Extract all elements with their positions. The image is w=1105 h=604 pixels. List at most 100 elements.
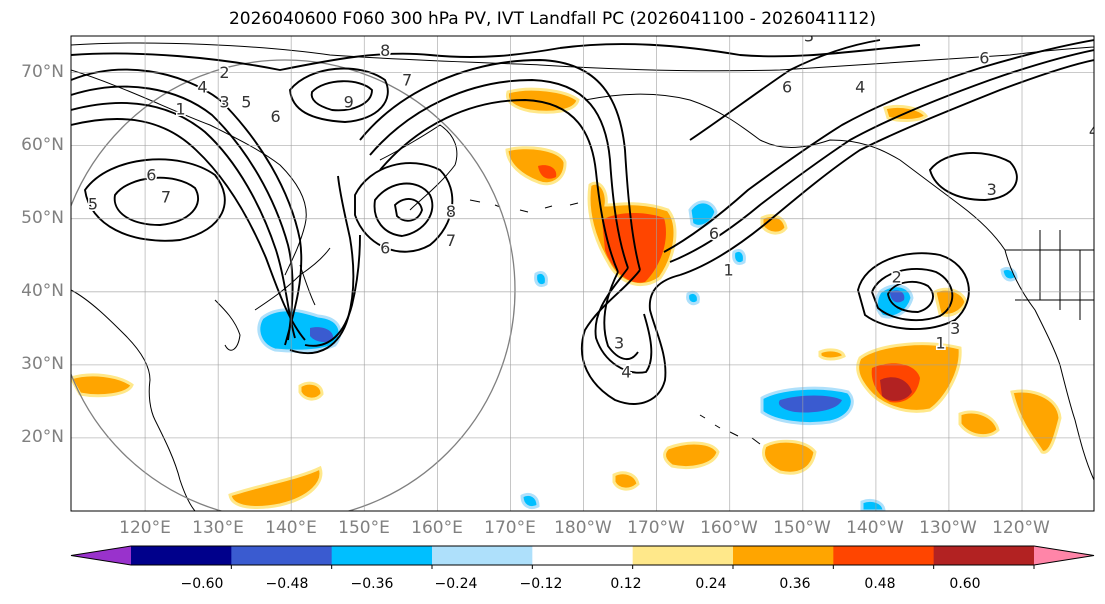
colorbar-outline [70,545,1095,566]
pv-contour-trough-west-4 [71,118,306,341]
pv-contour-label: 3 [987,180,997,199]
pv-contour-label: 3 [614,333,624,352]
pv-contour-arctic-east [559,43,921,58]
ivt-blob-hawaii-east [762,439,817,475]
pv-contour-kamchatka-low-core [393,198,423,222]
graticule [71,36,1094,511]
colorbar-bin [432,546,533,565]
map-title: 2026040600 F060 300 hPa PV, IVT Landfall… [228,9,876,29]
coast-hawaii [699,414,761,445]
ivt-neg-japan-core [310,327,334,343]
lon-label-170E: 170°E [484,518,536,538]
ivt-blob-bc [760,214,788,235]
pv-contour-label: 6 [782,78,792,97]
colorbar-bin [131,546,232,565]
pv-contour-arctic-high [289,67,389,123]
pv-contour-label: 8 [380,41,390,60]
lon-label-140W: 140°W [846,518,904,538]
pv-contour-ridge-dateline [359,59,641,271]
pv-contour-trough-west-2 [71,85,294,341]
pv-contour-ridge-dateline-2 [369,79,629,269]
pv-contour-label: 2 [219,63,229,82]
ivt-fill-layer [71,87,1062,511]
ivt-blob-small3 [612,471,640,491]
pv-contour-label: 6 [146,165,156,184]
colorbar-bin [933,546,1035,565]
lon-label-120E: 120°E [119,518,171,538]
map-frame [70,35,1095,512]
lon-label-180W: 180°W [554,518,612,538]
ivt-neg-small6 [534,270,548,288]
colorbar-tick-label: 0.24 [695,576,727,592]
pv-contour-label: 7 [161,187,171,206]
coast-kamchatka [379,124,458,211]
lon-label-160E: 160°E [411,518,463,538]
pv-contour-label: 3 [804,27,814,46]
pv-contour-label: 4 [1089,122,1099,141]
pv-contour-cutoff-inner [887,280,934,313]
lon-label-150E: 150°E [338,518,390,538]
pv-contour-trough-central-2 [594,267,653,374]
ivt-neg-small5 [860,498,886,511]
coast-korea [214,299,241,351]
colorbar [70,545,1095,569]
lon-label-140E: 140°E [265,518,317,538]
lon-label-130W: 130°W [919,518,977,538]
pv-contour-label: 6 [979,48,989,67]
colorbar-bin [1034,546,1094,565]
pv-contour-label: 7 [446,231,456,250]
lon-label-170W: 170°W [627,518,685,538]
ivt-blob-small2 [958,410,1000,438]
pv-contour-arctic-high-inner [310,80,373,112]
pv-contour-kamchatka-low-inner [373,182,434,237]
colorbar-bin [532,546,634,565]
ivt-neg-low-center-core [890,290,905,303]
pv-contour-label: 5 [241,92,251,111]
lat-label-30N: 30°N [21,354,64,374]
lat-label-70N: 70°N [21,62,64,82]
ivt-blob-west-pacific-low [228,465,323,509]
pv-contour-japan-jet [289,175,355,355]
pv-contour-label: 5 [88,195,98,214]
coast-russia-far-east [71,69,307,276]
pv-contour-north [71,47,561,71]
colorbar-bin [733,546,834,565]
pv-contour-label: 8 [446,202,456,221]
ivt-blob-small1 [298,381,324,401]
pv-contour-trough-central [580,269,681,405]
ivt-blob-asia [71,373,134,398]
pv-contour-trough-central-3 [603,271,639,361]
pv-contour-label: 4 [197,78,207,97]
coast-east-asia [71,289,196,511]
pv-contour-label: 2 [892,268,902,287]
ivt-neg-small1 [732,248,746,266]
ivt-neg-central-core [778,395,842,413]
pv-contour-label: 6 [709,224,719,243]
ivt-blob-california [1010,389,1062,454]
colorbar-bin [71,546,131,565]
pv-contour-label: 3 [219,92,229,111]
pv-contour-label: 4 [621,363,631,382]
lon-label-130E: 130°E [192,518,244,538]
pv-contour-alaska-arc [689,39,881,141]
ivt-neg-dateline [688,200,718,228]
coast-aleutians [469,199,579,213]
colorbar-tick-label: −0.36 [350,576,394,592]
pv-contour-label: 1 [176,100,186,119]
colorbar-tick-label: 0.36 [779,576,811,592]
pv-contour-ridge-east-3 [663,39,1094,253]
lat-label-50N: 50°N [21,208,64,228]
pv-contour-label: 6 [271,107,281,126]
coast-arctic [71,42,1094,72]
pv-contour-label: 6 [380,238,390,257]
ivt-blob-hawaii-west [663,441,720,469]
lon-label-160W: 160°W [700,518,758,538]
colorbar-tick-label: −0.48 [265,576,309,592]
lat-label-60N: 60°N [21,135,64,155]
ivt-blob-small4 [818,348,846,361]
pv-contour-trough-west-3 [71,102,296,339]
pv-contour-labels: 21435689776587664636123143324 [86,27,1099,383]
pv-contour-ridge-east-2 [669,49,1094,263]
pv-contour-label: 1 [935,333,945,352]
